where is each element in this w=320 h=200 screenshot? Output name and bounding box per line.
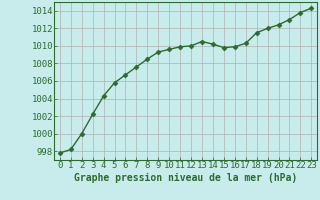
X-axis label: Graphe pression niveau de la mer (hPa): Graphe pression niveau de la mer (hPa)	[74, 173, 297, 183]
